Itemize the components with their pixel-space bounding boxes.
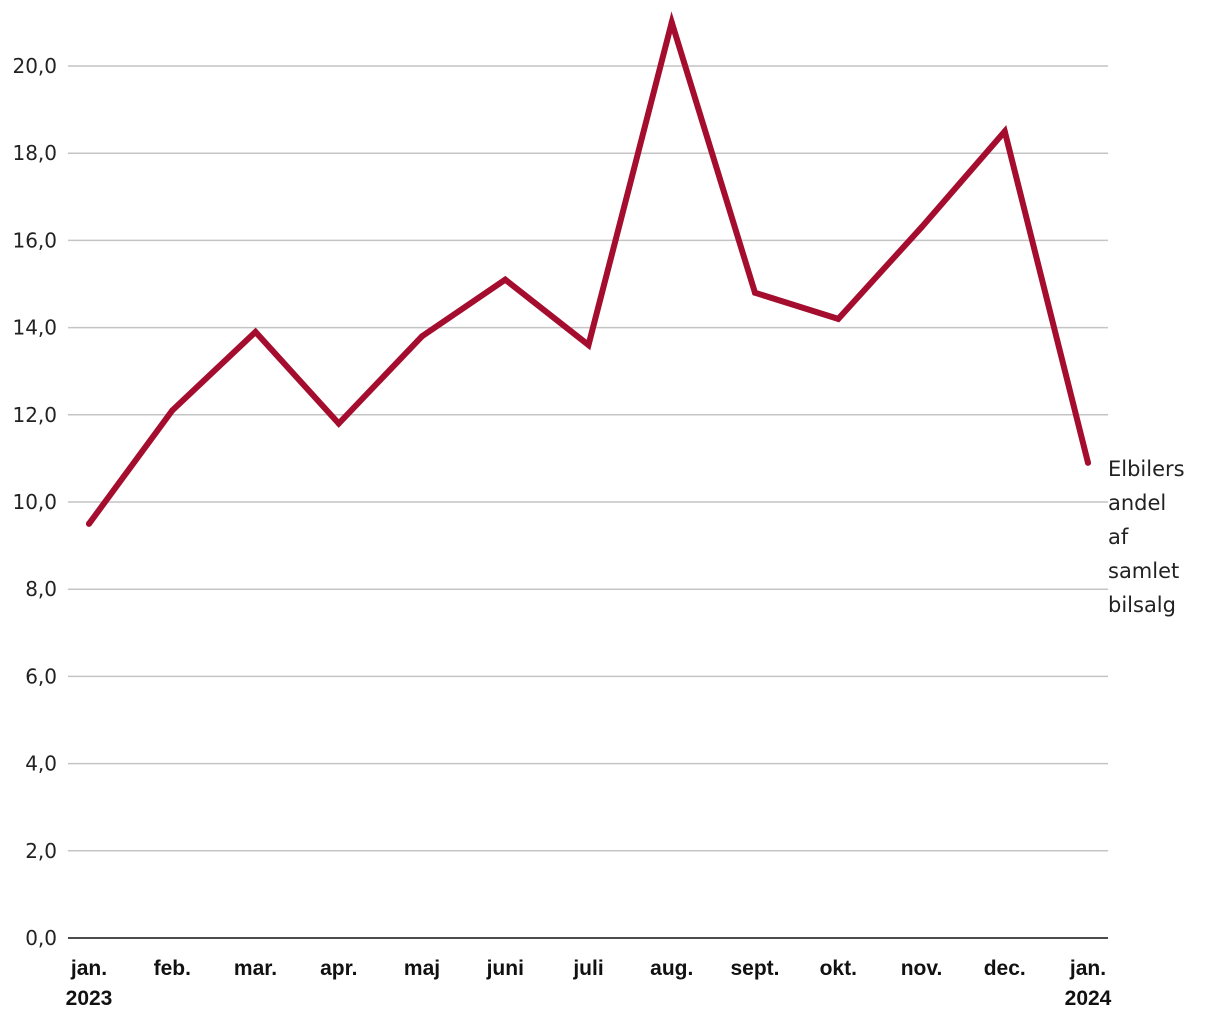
y-tick-label: 12,0 bbox=[12, 403, 57, 427]
data-point bbox=[668, 19, 675, 26]
data-point bbox=[169, 407, 176, 414]
series-label: Elbilers andel af samlet bilsalg bbox=[1108, 457, 1185, 617]
data-point bbox=[502, 276, 509, 283]
data-point bbox=[86, 520, 92, 527]
y-tick-label: 10,0 bbox=[12, 490, 57, 514]
x-tick-label: sept. bbox=[730, 957, 779, 980]
gridlines bbox=[68, 65, 1108, 852]
x-tick-label: jan. 2024 bbox=[1065, 957, 1112, 1010]
data-point bbox=[1001, 128, 1008, 135]
data-point bbox=[835, 315, 842, 322]
data-point bbox=[419, 333, 425, 340]
y-tick-label: 14,0 bbox=[12, 316, 57, 340]
y-tick-label: 6,0 bbox=[25, 664, 57, 688]
y-tick-label: 8,0 bbox=[25, 577, 57, 601]
y-tick-label: 18,0 bbox=[12, 141, 57, 165]
x-tick-label: dec. bbox=[984, 957, 1026, 980]
x-tick-label: aug. bbox=[650, 957, 693, 980]
x-tick-label: juni bbox=[486, 957, 524, 980]
series-points bbox=[86, 19, 1091, 527]
x-tick-label: jan. 2023 bbox=[66, 957, 113, 1010]
y-tick-label: 4,0 bbox=[25, 752, 57, 776]
x-tick-label: feb. bbox=[154, 957, 191, 980]
data-point bbox=[1085, 459, 1091, 466]
data-point bbox=[335, 420, 342, 427]
x-tick-label: apr. bbox=[320, 957, 357, 980]
y-axis-ticks: 0,0 2,0 4,0 6,0 8,0 10,0 12,0 14,0 16,0 18,0 20,0 bbox=[12, 54, 57, 950]
y-tick-label: 2,0 bbox=[25, 839, 57, 863]
series-line-elbilers-andel bbox=[86, 11, 1091, 527]
x-tick-label: nov. bbox=[901, 957, 943, 980]
x-tick-label: maj bbox=[404, 957, 440, 980]
y-tick-label: 20,0 bbox=[12, 54, 57, 78]
x-tick-label: okt. bbox=[820, 957, 857, 980]
x-tick-label: juli bbox=[572, 957, 603, 980]
y-tick-label: 0,0 bbox=[25, 926, 57, 950]
x-tick-label: mar. bbox=[234, 957, 277, 980]
data-point bbox=[585, 342, 592, 349]
y-tick-label: 16,0 bbox=[12, 228, 57, 252]
x-axis-ticks: jan. 2023 feb. mar. apr. maj juni juli aug. sept.… bbox=[66, 957, 1112, 1010]
data-point bbox=[918, 224, 925, 231]
data-point bbox=[752, 289, 758, 296]
data-point bbox=[252, 328, 259, 335]
